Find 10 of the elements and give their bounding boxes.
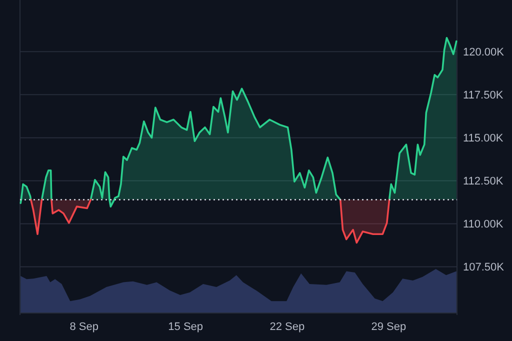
y-tick-label: 107.50K bbox=[463, 262, 505, 274]
x-tick-label: 15 Sep bbox=[168, 321, 204, 333]
x-tick-label: 22 Sep bbox=[270, 321, 305, 333]
y-tick-label: 117.50K bbox=[463, 90, 504, 102]
x-tick-label: 29 Sep bbox=[371, 321, 406, 333]
y-tick-label: 112.50K bbox=[463, 176, 504, 188]
x-tick-label: 8 Sep bbox=[70, 321, 98, 333]
y-tick-label: 120.00K bbox=[463, 46, 505, 58]
y-tick-label: 115.00K bbox=[463, 132, 504, 145]
y-tick-label: 110.00K bbox=[463, 218, 504, 231]
